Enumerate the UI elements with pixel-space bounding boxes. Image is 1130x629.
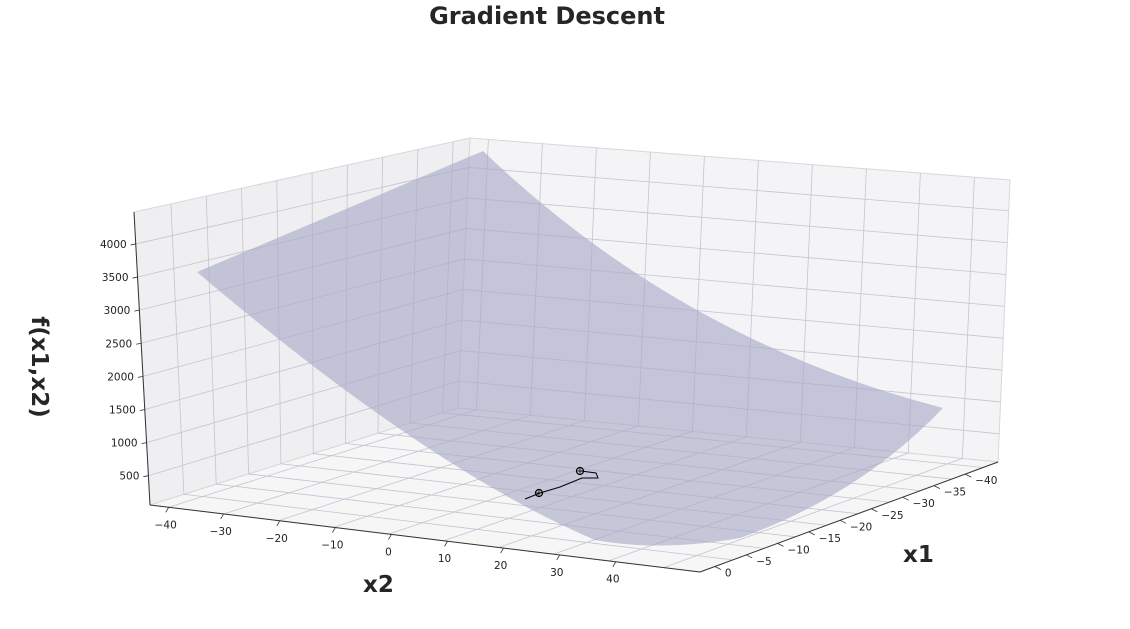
x1-tick-mark — [777, 543, 784, 547]
z-tick-mark — [130, 243, 136, 246]
x2-tick-label: −10 — [321, 540, 343, 552]
x2-tick-mark — [556, 554, 561, 561]
z-tick-label: 3000 — [104, 305, 131, 317]
x2-tick-mark — [276, 520, 281, 527]
x2-tick-mark — [612, 561, 617, 567]
x2-tick-label: 40 — [606, 574, 619, 586]
x1-tick-mark — [839, 519, 847, 524]
x1-tick-label: −25 — [881, 510, 903, 522]
x1-tick-label: −30 — [913, 498, 935, 510]
x1-axis-label: x1 — [903, 542, 934, 568]
x2-tick-mark — [500, 547, 504, 554]
z-tick-mark — [143, 475, 149, 478]
x2-tick-label: −30 — [210, 526, 232, 538]
z-tick-label: 3500 — [102, 272, 129, 284]
x2-tick-mark — [220, 513, 225, 520]
x1-tick-label: −5 — [756, 556, 771, 568]
surface-sheet — [197, 151, 943, 546]
x2-axis-label: x2 — [363, 572, 394, 598]
z-tick-label: 2000 — [107, 371, 134, 383]
z-tick-mark — [139, 409, 145, 411]
x2-tick-label: 30 — [550, 567, 563, 579]
z-tick-label: 4000 — [100, 239, 127, 251]
z-tick-label: 2500 — [105, 338, 132, 350]
x2-tick-mark — [332, 527, 336, 533]
x2-tick-mark — [388, 534, 392, 540]
x1-tick-mark — [965, 473, 972, 478]
z-tick-mark — [134, 309, 140, 312]
z-tick-mark — [137, 375, 144, 378]
z-tick-mark — [136, 342, 142, 345]
surface — [197, 151, 943, 546]
x2-tick-label: 10 — [438, 553, 451, 565]
x2-tick-label: 20 — [494, 560, 507, 572]
x2-axis-line — [149, 504, 701, 573]
x1-tick-label: −15 — [819, 533, 841, 545]
z-tick-label: 500 — [119, 471, 139, 483]
x2-tick-mark — [165, 507, 170, 513]
x1-tick-label: −35 — [944, 487, 966, 499]
z-tick-label: 1500 — [109, 404, 136, 416]
x1-tick-label: −10 — [787, 544, 809, 556]
z-axis-label: f(x1,x2) — [26, 316, 52, 417]
x1-tick-label: −20 — [850, 521, 872, 533]
x1-tick-mark — [871, 508, 878, 513]
x1-tick-mark — [808, 531, 815, 536]
x2-tick-mark — [444, 541, 448, 547]
chart-title: Gradient Descent — [429, 2, 665, 30]
descent-marker — [575, 466, 585, 476]
x1-tick-label: 0 — [725, 568, 732, 580]
z-tick-mark — [132, 276, 138, 279]
x1-tick-mark — [714, 566, 722, 570]
grid-line-x1 — [170, 203, 733, 561]
x2-tick-label: −20 — [266, 533, 288, 545]
grid-line-x2 — [663, 177, 975, 568]
x2-tick-label: 0 — [385, 546, 392, 558]
x2-tick-label: −40 — [155, 519, 177, 531]
z-axis-line — [133, 211, 151, 506]
z-tick-label: 1000 — [111, 438, 138, 450]
z-tick-mark — [141, 442, 147, 444]
x1-axis-line — [699, 461, 999, 573]
descent-marker — [534, 488, 544, 498]
tick-labels: 5001000150020002500300035004000−40−30−20… — [100, 239, 997, 586]
x1-tick-mark — [933, 485, 941, 490]
descent-path — [524, 466, 599, 500]
x1-tick-mark — [902, 496, 909, 501]
x1-tick-mark — [746, 554, 753, 559]
x1-tick-label: −40 — [975, 475, 997, 487]
